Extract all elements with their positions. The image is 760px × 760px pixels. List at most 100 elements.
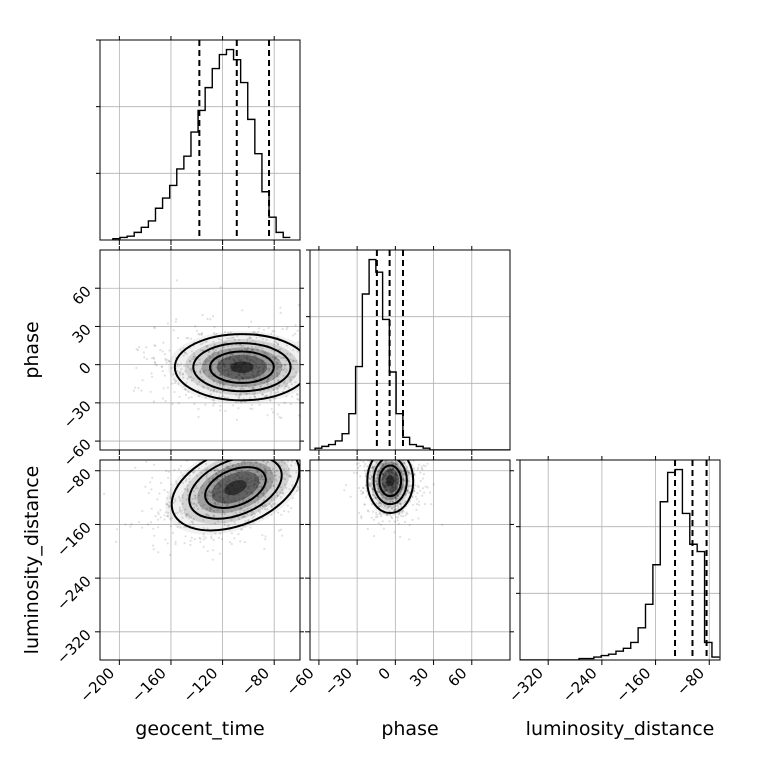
scatter-point — [384, 458, 386, 460]
scatter-point — [232, 477, 235, 480]
scatter-point — [406, 466, 409, 469]
scatter-point — [256, 486, 259, 489]
scatter-point — [322, 406, 324, 408]
scatter-point — [379, 464, 382, 467]
scatter-point — [405, 511, 408, 514]
scatter-point — [301, 394, 303, 396]
scatter-point — [313, 488, 315, 490]
scatter-point — [176, 511, 179, 514]
scatter-point — [161, 397, 164, 400]
scatter-point — [257, 501, 260, 504]
scatter-point — [209, 318, 212, 321]
scatter-point — [388, 492, 391, 495]
scatter-point — [244, 347, 247, 350]
scatter-point — [190, 370, 193, 373]
scatter-point — [205, 345, 208, 348]
scatter-point — [280, 364, 283, 367]
scatter-point — [260, 477, 263, 480]
scatter-point — [170, 366, 173, 370]
scatter-point — [245, 473, 248, 476]
scatter-point — [212, 404, 215, 407]
scatter-point — [168, 470, 171, 473]
scatter-point — [244, 376, 247, 379]
scatter-point — [237, 470, 241, 473]
scatter-point — [240, 461, 244, 464]
scatter-point — [239, 507, 242, 510]
scatter-point — [268, 466, 271, 469]
scatter-point — [268, 376, 271, 379]
scatter-point — [165, 361, 168, 364]
scatter-point — [398, 522, 401, 525]
scatter-point — [227, 494, 230, 497]
scatter-point — [405, 447, 407, 449]
scatter-point — [384, 484, 387, 487]
scatter-point — [274, 340, 277, 343]
scatter-point — [387, 467, 390, 470]
scatter-point — [393, 477, 396, 480]
scatter-point — [368, 435, 370, 437]
scatter-point — [389, 467, 392, 470]
scatter-point — [223, 468, 226, 472]
scatter-point — [238, 379, 241, 382]
scatter-point — [208, 357, 211, 360]
scatter-point — [177, 468, 180, 471]
scatter-point — [315, 517, 317, 519]
scatter-point — [382, 474, 385, 477]
scatter-point — [179, 465, 183, 468]
scatter-point — [397, 455, 399, 457]
scatter-point — [388, 467, 391, 470]
scatter-point — [218, 358, 221, 361]
scatter-point — [255, 445, 257, 447]
scatter-point — [397, 516, 400, 519]
scatter-point — [220, 513, 223, 516]
scatter-point — [303, 371, 305, 373]
scatter-point — [250, 366, 253, 370]
scatter-point — [197, 415, 200, 419]
scatter-point — [275, 443, 277, 445]
scatter-point — [254, 476, 257, 479]
scatter-point — [312, 343, 314, 345]
scatter-point — [261, 460, 264, 463]
scatter-point — [216, 509, 219, 512]
scatter-point — [234, 385, 237, 388]
scatter-point — [202, 535, 205, 538]
scatter-point — [236, 334, 239, 337]
scatter-point — [262, 491, 265, 495]
scatter-point — [383, 497, 386, 500]
scatter-point — [213, 522, 217, 525]
scatter-point — [264, 462, 268, 466]
contour-line — [173, 333, 300, 402]
scatter-point — [403, 479, 406, 482]
scatter-point — [385, 486, 389, 489]
scatter-point — [287, 474, 291, 477]
scatter-point — [375, 502, 378, 505]
scatter-point — [201, 455, 203, 457]
scatter-point — [234, 366, 237, 369]
scatter-point — [103, 492, 106, 495]
scatter-point — [306, 384, 308, 386]
scatter-point — [265, 394, 268, 397]
scatter-point — [187, 376, 190, 379]
scatter-point — [388, 481, 391, 484]
scatter-point — [186, 365, 190, 368]
scatter-point — [382, 465, 385, 468]
scatter-point — [373, 460, 376, 463]
scatter-point — [211, 491, 214, 494]
scatter-point — [231, 484, 234, 487]
panel-frame — [309, 459, 511, 661]
x-tick-label: −320 — [505, 664, 547, 706]
scatter-point — [288, 488, 291, 491]
scatter-point — [238, 373, 241, 377]
scatter-point — [191, 497, 194, 501]
scatter-point — [179, 526, 182, 529]
scatter-point — [345, 484, 348, 487]
scatter-point — [405, 444, 407, 446]
scatter-point — [395, 498, 398, 501]
scatter-point — [256, 347, 259, 350]
scatter-point — [258, 403, 261, 406]
scatter-point — [363, 446, 365, 448]
scatter-point — [204, 369, 207, 372]
scatter-point — [391, 484, 394, 487]
scatter-point — [383, 451, 385, 453]
scatter-point — [219, 443, 221, 445]
